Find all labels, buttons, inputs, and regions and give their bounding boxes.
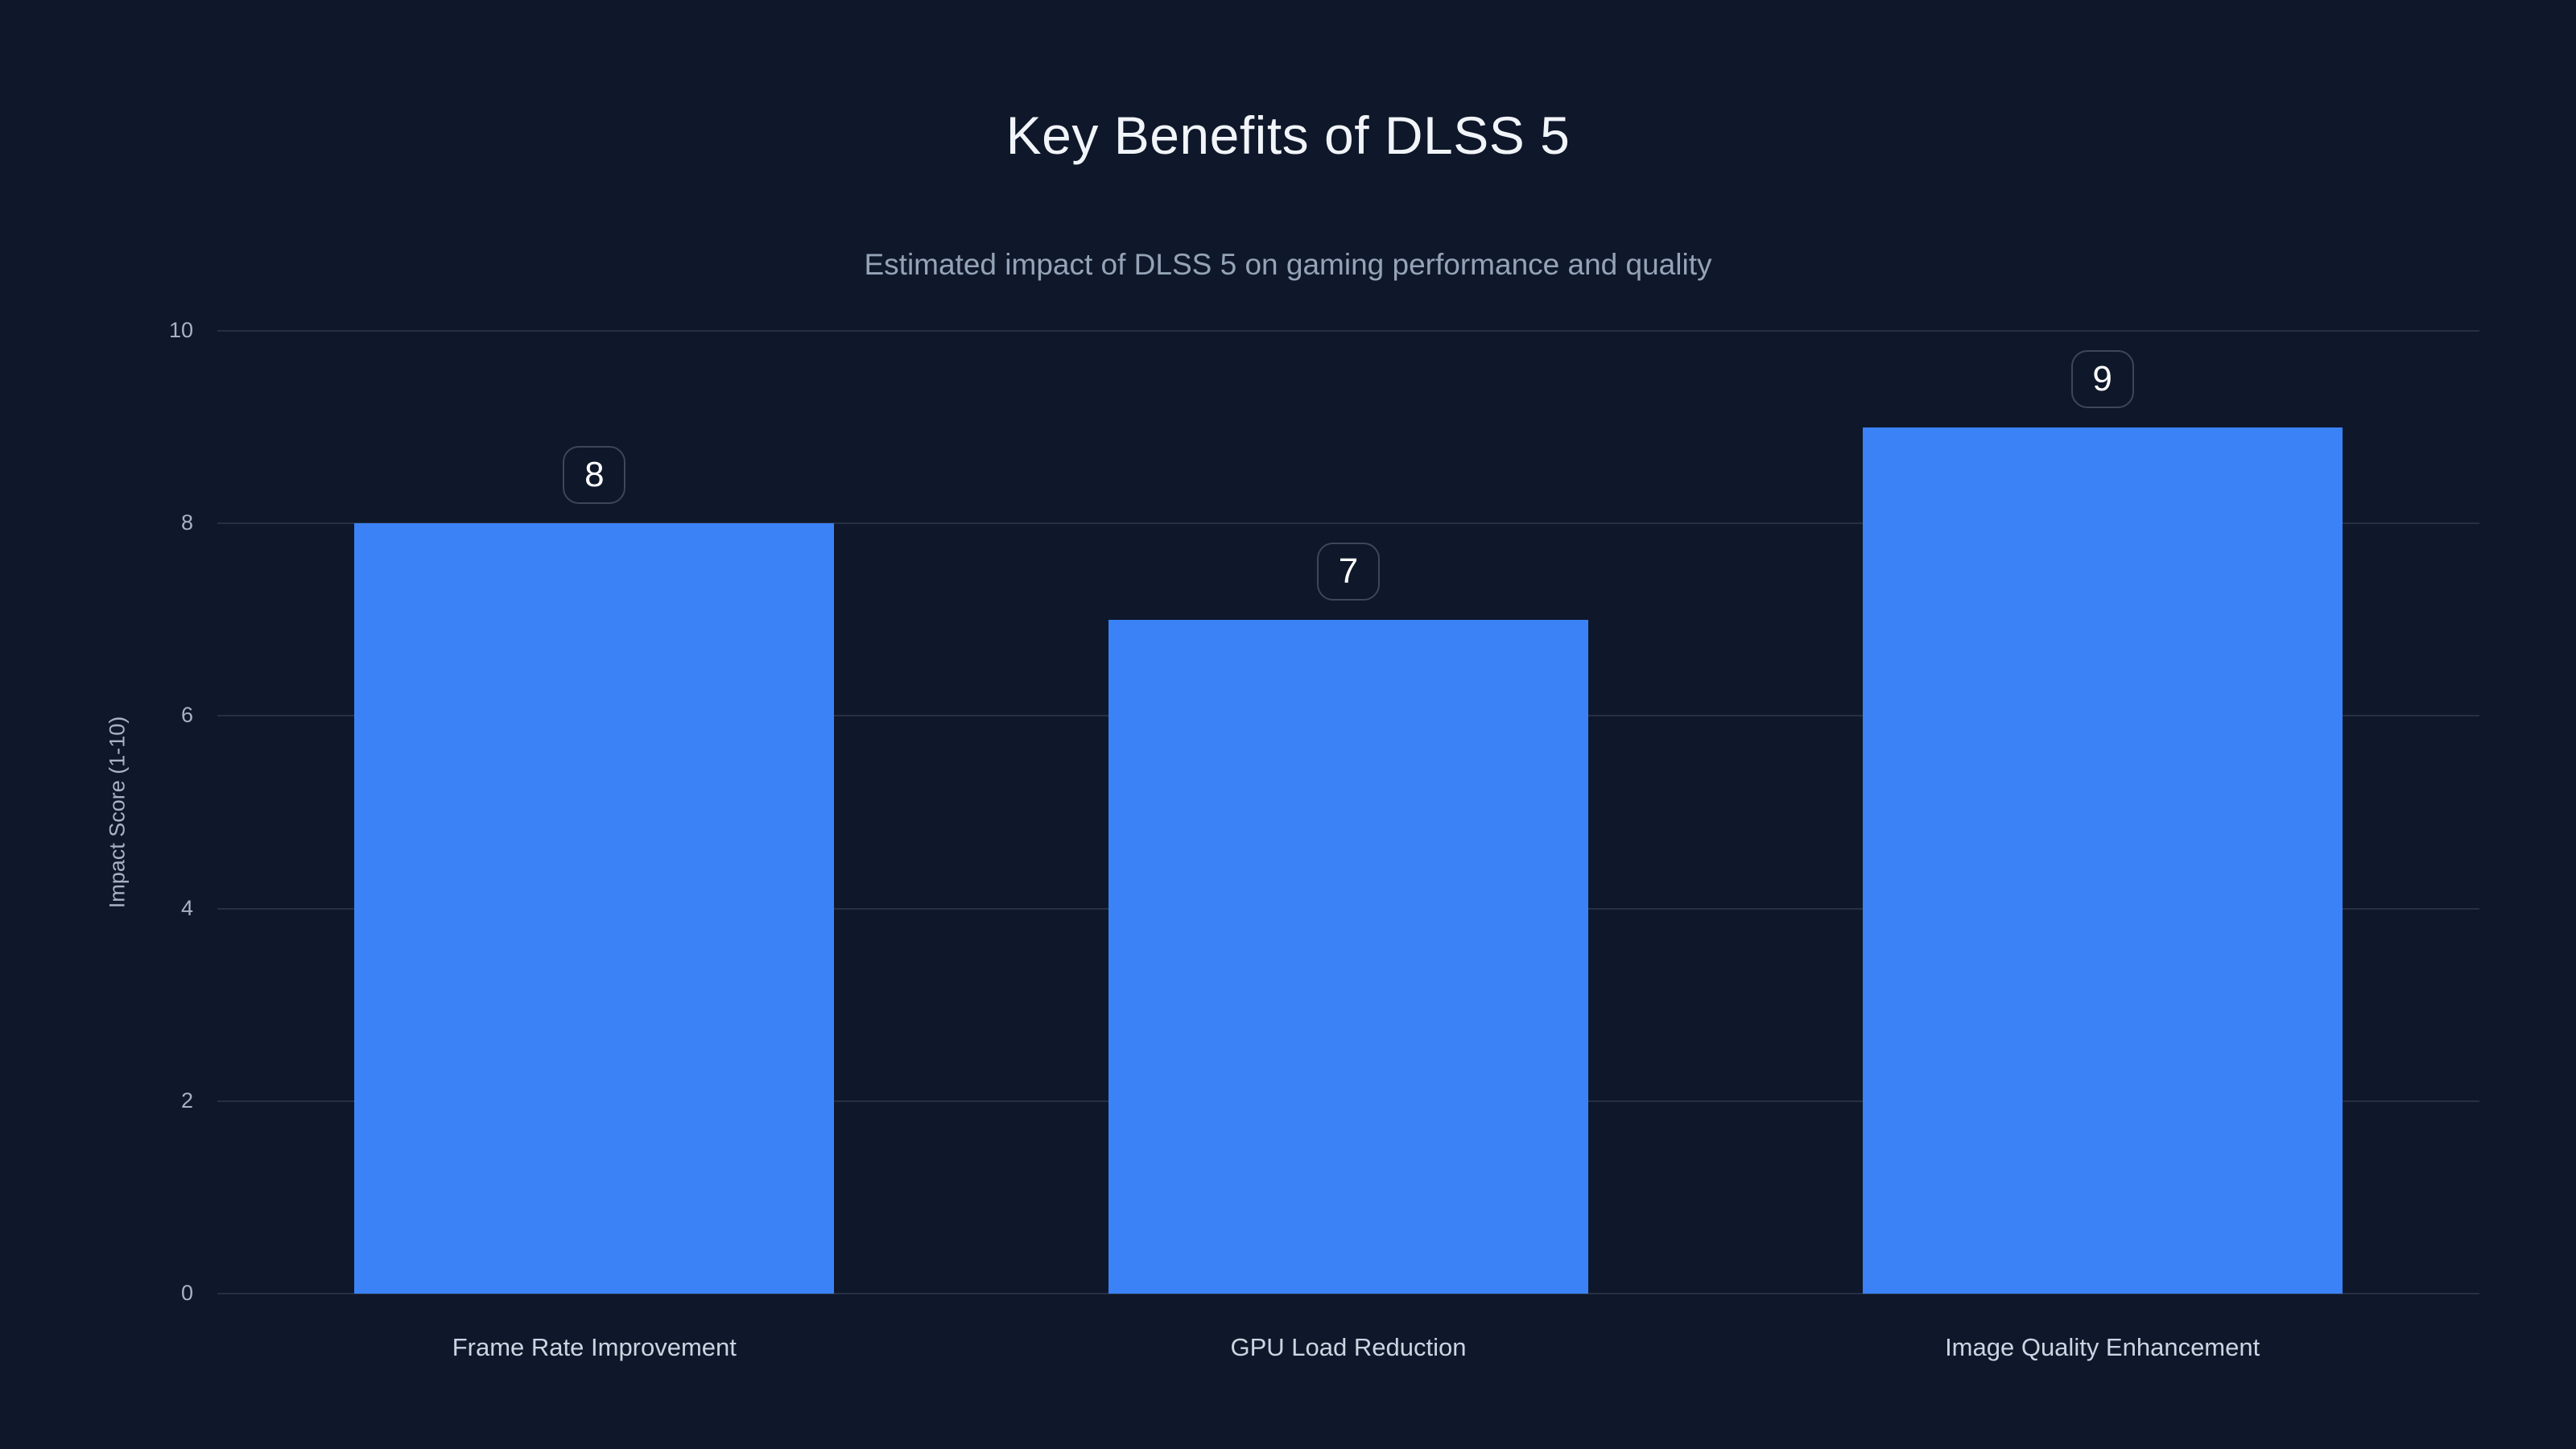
bar-2 (1108, 619, 1588, 1294)
y-axis-title-text: Impact Score (1-10) (105, 716, 130, 909)
y-tick-label: 6 (180, 703, 193, 728)
gridline (217, 330, 2479, 332)
plot-area: 8 7 9 (217, 330, 2479, 1294)
chart-title: Key Benefits of DLSS 5 (1005, 105, 1571, 165)
category-label-3: Image Quality Enhancement (1945, 1333, 2260, 1361)
y-tick-label: 0 (180, 1281, 193, 1305)
category-label-2: GPU Load Reduction (1230, 1333, 1467, 1361)
chart-subtitle: Estimated impact of DLSS 5 on gaming per… (864, 248, 1712, 281)
value-label-3: 9 (2070, 349, 2134, 408)
gridline (217, 1293, 2479, 1294)
value-label-2: 7 (1317, 542, 1380, 601)
gridline (217, 522, 2479, 525)
y-tick-label: 8 (180, 510, 193, 535)
y-tick-label: 2 (180, 1088, 193, 1113)
y-tick-label: 4 (180, 895, 193, 920)
value-label-1: 8 (563, 446, 626, 505)
y-tick-label: 10 (168, 318, 193, 342)
category-label-1: Frame Rate Improvement (452, 1333, 737, 1361)
bar-1 (354, 523, 835, 1294)
bar-3 (1862, 427, 2343, 1294)
